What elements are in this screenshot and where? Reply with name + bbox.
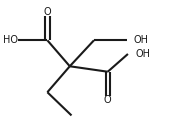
Text: O: O [104, 95, 112, 105]
Text: O: O [44, 7, 51, 17]
Text: OH: OH [135, 49, 150, 59]
Text: OH: OH [133, 35, 148, 45]
Text: HO: HO [3, 35, 18, 45]
